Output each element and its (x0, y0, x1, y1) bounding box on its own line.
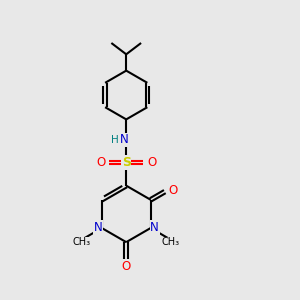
Text: N: N (150, 221, 159, 234)
Text: CH₃: CH₃ (73, 237, 91, 247)
Text: H: H (111, 135, 119, 145)
Text: N: N (94, 221, 102, 234)
Text: O: O (169, 184, 178, 196)
Text: O: O (96, 156, 105, 169)
Text: O: O (122, 260, 131, 273)
Text: O: O (147, 156, 156, 169)
Text: N: N (120, 133, 129, 146)
Text: S: S (122, 156, 131, 169)
Text: CH₃: CH₃ (162, 237, 180, 247)
